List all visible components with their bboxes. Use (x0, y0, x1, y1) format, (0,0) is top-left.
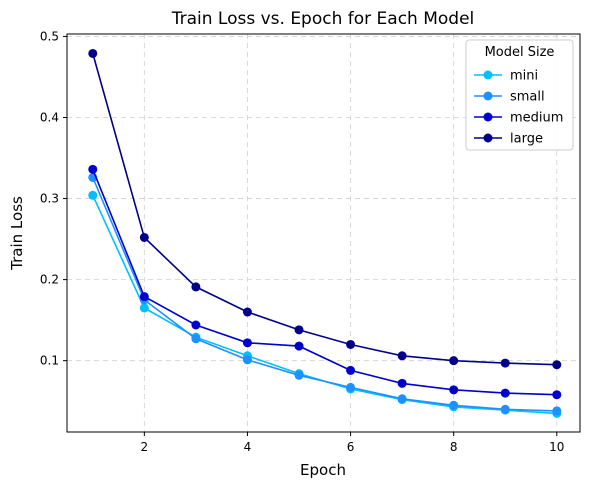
data-point (346, 382, 356, 392)
data-point (88, 48, 98, 58)
series-line-large (92, 53, 557, 366)
data-point (552, 360, 562, 370)
data-point (294, 370, 304, 380)
data-point (346, 339, 356, 349)
x-tick-label: 10 (549, 440, 564, 454)
legend-label: large (510, 132, 543, 147)
legend-item-medium: medium (474, 111, 563, 126)
data-point (88, 190, 98, 200)
data-point (294, 341, 304, 351)
x-axis-label: Epoch (300, 461, 346, 479)
y-tick-label: 0.1 (40, 354, 59, 368)
legend-item-mini: mini (474, 69, 538, 84)
data-point (191, 334, 201, 344)
series-medium (88, 164, 562, 400)
legend-swatch-marker (483, 91, 493, 101)
data-point (397, 351, 407, 361)
data-point (294, 325, 304, 335)
data-point (449, 400, 459, 410)
data-point (139, 232, 149, 242)
data-point (552, 390, 562, 400)
legend-label: small (510, 90, 545, 105)
legend-swatch-marker (483, 133, 493, 143)
axis-ticks: 2 4 6 8 10 0.1 0.2 0.3 0.4 0.5 (40, 29, 565, 454)
legend-title: Model Size (485, 45, 555, 60)
grid (67, 34, 580, 432)
data-point (397, 394, 407, 404)
data-point (346, 365, 356, 375)
chart-title: Train Loss vs. Epoch for Each Model (171, 9, 475, 29)
x-tick-label: 6 (347, 440, 355, 454)
legend-item-small: small (474, 90, 545, 105)
data-point (191, 320, 201, 330)
series-small (88, 172, 562, 416)
y-tick-label: 0.5 (40, 29, 59, 43)
x-tick-label: 4 (244, 440, 252, 454)
x-tick-label: 2 (141, 440, 149, 454)
data-point (242, 338, 252, 348)
y-tick-label: 0.4 (40, 110, 59, 124)
legend: Model Size mini small medium large (465, 39, 574, 151)
series-line-small (92, 177, 557, 412)
plot-area (66, 33, 581, 433)
data-point (500, 404, 510, 414)
data-point (449, 356, 459, 366)
legend-box (465, 39, 574, 151)
y-axis-label: Train Loss (8, 196, 26, 271)
data-point (191, 282, 201, 292)
y-tick-label: 0.3 (40, 192, 59, 206)
data-point (139, 303, 149, 313)
data-point (500, 358, 510, 368)
data-point (449, 385, 459, 395)
legend-label: medium (510, 111, 563, 126)
data-point (242, 307, 252, 317)
legend-item-large: large (474, 132, 543, 147)
data-point (139, 292, 149, 302)
series-line-medium (92, 169, 557, 396)
data-point (500, 388, 510, 398)
series-large (88, 48, 562, 370)
data-point (552, 406, 562, 416)
data-point (397, 378, 407, 388)
y-tick-label: 0.2 (40, 273, 59, 287)
x-tick-label: 8 (450, 440, 458, 454)
legend-swatch-marker (483, 70, 493, 80)
data-point (242, 355, 252, 365)
legend-swatch-marker (483, 112, 493, 122)
series-lines (88, 48, 562, 418)
data-point (88, 164, 98, 174)
legend-label: mini (510, 69, 538, 84)
